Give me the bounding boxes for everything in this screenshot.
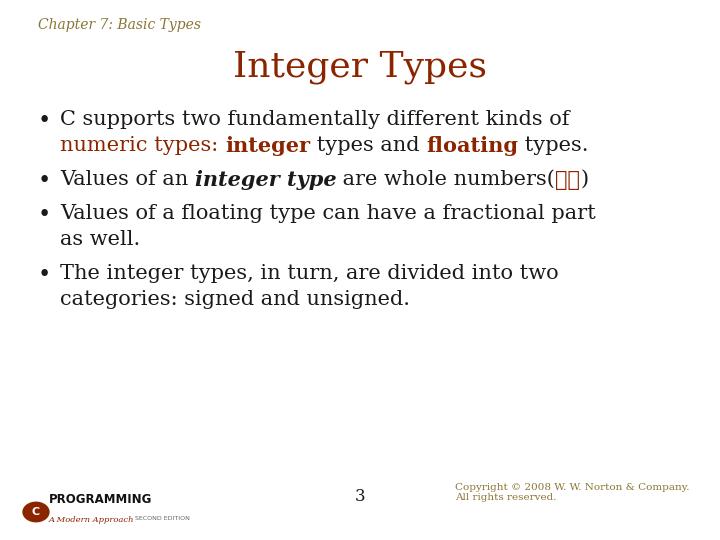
Text: C supports two fundamentally different kinds of: C supports two fundamentally different k… <box>60 110 570 129</box>
Text: integer: integer <box>225 136 310 156</box>
Text: types and: types and <box>310 136 426 155</box>
Text: C: C <box>32 507 40 517</box>
Text: Copyright © 2008 W. W. Norton & Company.
All rights reserved.: Copyright © 2008 W. W. Norton & Company.… <box>455 483 690 502</box>
Text: Chapter 7: Basic Types: Chapter 7: Basic Types <box>38 18 201 32</box>
Text: 3: 3 <box>355 488 365 505</box>
Text: •: • <box>38 170 51 192</box>
Text: PROGRAMMING: PROGRAMMING <box>49 493 153 506</box>
Text: as well.: as well. <box>60 230 140 249</box>
Text: Values of an: Values of an <box>60 170 195 189</box>
Text: •: • <box>38 110 51 132</box>
Text: The integer types, in turn, are divided into two: The integer types, in turn, are divided … <box>60 264 559 283</box>
Text: A Modern Approach: A Modern Approach <box>49 516 135 524</box>
Text: are whole numbers(: are whole numbers( <box>336 170 555 189</box>
Text: •: • <box>38 204 51 226</box>
Text: Values of a floating type can have a fractional part: Values of a floating type can have a fra… <box>60 204 595 223</box>
Text: ): ) <box>580 170 588 189</box>
Text: Integer Types: Integer Types <box>233 50 487 84</box>
Text: SECOND EDITION: SECOND EDITION <box>131 516 190 521</box>
Text: types.: types. <box>518 136 588 155</box>
Text: 整數: 整數 <box>555 170 580 190</box>
Text: floating: floating <box>426 136 518 156</box>
Text: integer type: integer type <box>195 170 336 190</box>
Text: categories: signed and unsigned.: categories: signed and unsigned. <box>60 290 410 309</box>
Text: •: • <box>38 264 51 286</box>
Text: numeric types:: numeric types: <box>60 136 218 155</box>
